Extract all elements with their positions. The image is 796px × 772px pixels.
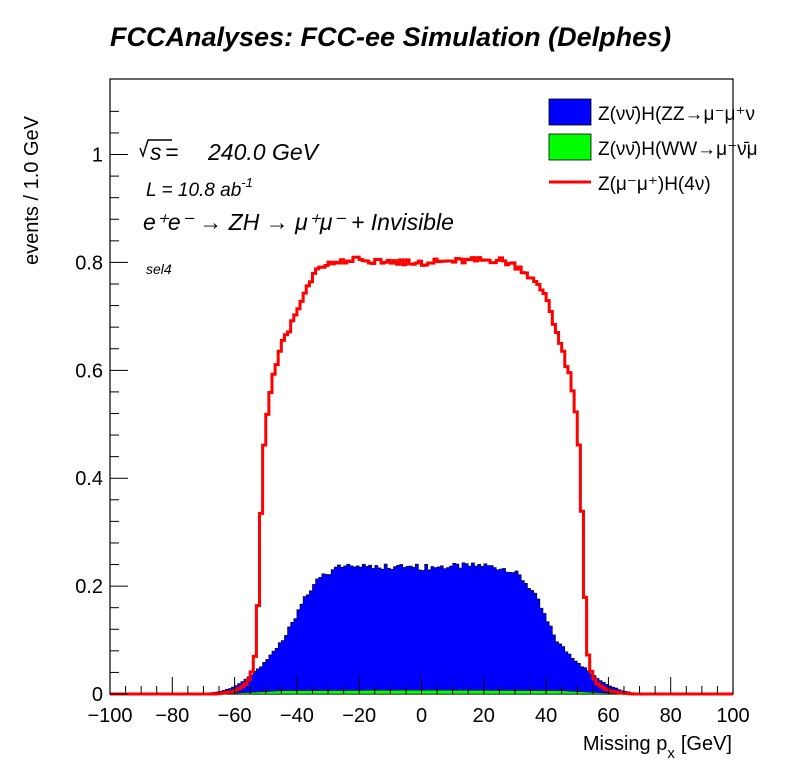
y-tick-label: 0 [92,684,103,706]
legend: Z(νν̄)H(ZZ→μ⁻μ⁺ν Z(νν̄)H(WW→μ⁻ν̄μ Z(μ⁻μ⁺)H… [548,98,758,195]
process-annotation: e⁺e⁻ → ZH → μ⁺μ⁻ + Invisible [143,209,454,235]
sqrt-symbol [139,139,172,159]
selection-label: sel4 [146,261,172,277]
x-axis-label-unit: [GeV] [681,733,732,755]
legend-swatch [548,133,592,161]
legend-entry: Z(μ⁻μ⁺)H(4ν) [598,174,711,195]
sqrt-s-equals: = [165,139,178,165]
chart-title: FCCAnalyses: FCC-ee Simulation (Delphes) [110,22,671,52]
x-tick-label: −40 [280,705,314,727]
series-4nu-histogram [110,255,733,696]
sqrt-s-annotation: s = 240.0 GeV [139,139,321,165]
x-axis-label-sub: x [667,745,675,762]
legend-swatch [548,98,592,126]
x-tick-label: 100 [716,705,749,727]
x-tick-label: −60 [218,705,252,727]
x-tick-label: 0 [416,705,427,727]
x-tick-labels: −100 −80 −60 −40 −20 0 20 40 60 80 100 [87,705,749,727]
x-tick-label: −100 [87,705,132,727]
sqrt-s-variable: s [150,139,162,165]
legend-entry: Z(νν̄)H(ZZ→μ⁻μ⁺ν [598,104,755,125]
histogram-layer [110,255,733,696]
axis-ticks [109,110,734,695]
y-axis-label: events / 1.0 GeV [21,115,43,265]
x-tick-label: 40 [535,705,557,727]
x-axis-label-main: Missing p [583,733,667,755]
x-axis-label: Missing px [GeV] [583,733,732,762]
legend-entry: Z(νν̄)H(WW→μ⁻ν̄μ [598,139,758,160]
y-tick-labels: 0 0.2 0.4 0.6 0.8 1 [75,145,103,706]
x-tick-label: 60 [597,705,619,727]
sqrt-s-value: 240.0 GeV [207,139,321,165]
x-tick-label: 20 [473,705,495,727]
y-tick-label: 0.2 [75,576,103,598]
x-tick-label: 80 [660,705,682,727]
series-zz-histogram [110,562,733,695]
y-tick-label: 1 [92,145,103,167]
x-tick-label: −80 [155,705,189,727]
lumi-value: L = 10.8 ab [146,180,241,201]
x-tick-label: −20 [342,705,376,727]
y-tick-label: 0.6 [75,360,103,382]
lumi-exponent: -1 [241,175,253,190]
y-tick-label: 0.8 [75,252,103,274]
y-tick-label: 0.4 [75,468,103,490]
lumi-annotation: L = 10.8 ab-1 [146,175,253,201]
